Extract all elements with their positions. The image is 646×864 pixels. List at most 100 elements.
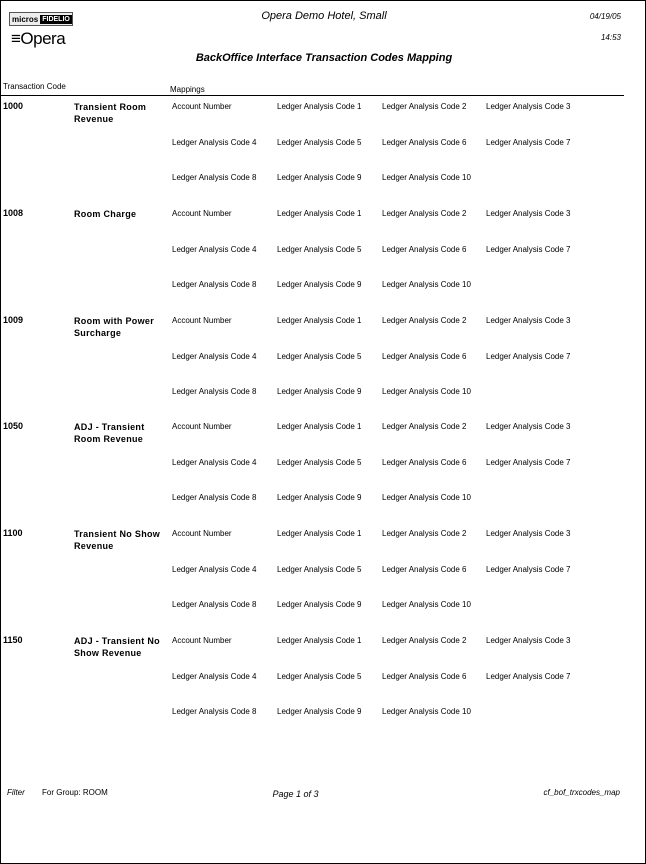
mapping-cell: Ledger Analysis Code 8 bbox=[172, 386, 257, 396]
mapping-cell: Ledger Analysis Code 6 bbox=[382, 458, 467, 468]
mapping-cell: Ledger Analysis Code 9 bbox=[277, 173, 362, 182]
mapping-cell: Ledger Analysis Code 1 bbox=[277, 636, 362, 645]
mapping-cell: Ledger Analysis Code 6 bbox=[382, 244, 467, 254]
mapping-cell: Ledger Analysis Code 3 bbox=[486, 636, 571, 645]
mapping-cell: Ledger Analysis Code 8 bbox=[172, 279, 257, 289]
mapping-cell: Ledger Analysis Code 6 bbox=[382, 138, 467, 147]
transaction-description: Room Charge bbox=[74, 208, 137, 219]
mapping-cell: Ledger Analysis Code 3 bbox=[486, 208, 571, 218]
mapping-cell: Ledger Analysis Code 6 bbox=[382, 351, 467, 361]
mapping-cell: Ledger Analysis Code 2 bbox=[382, 315, 467, 325]
mapping-cell: Ledger Analysis Code 1 bbox=[277, 208, 362, 218]
mapping-cell: Account Number bbox=[172, 208, 232, 218]
transaction-group: 1050 ADJ - Transient Room Revenue Account … bbox=[1, 421, 646, 528]
mapping-cell: Account Number bbox=[172, 102, 232, 111]
mapping-cell: Ledger Analysis Code 7 bbox=[486, 458, 571, 468]
mapping-cell: Account Number bbox=[172, 529, 232, 539]
column-header-code: Transaction Code bbox=[3, 82, 66, 91]
mapping-cell: Ledger Analysis Code 4 bbox=[172, 565, 257, 575]
footer-group-filter: For Group: ROOM bbox=[42, 788, 108, 797]
mapping-cell: Ledger Analysis Code 1 bbox=[277, 529, 362, 539]
transaction-description: Room with Power Surcharge bbox=[74, 315, 155, 338]
transaction-group: 1009 Room with Power Surcharge Account Num… bbox=[1, 315, 646, 422]
mapping-cell: Ledger Analysis Code 6 bbox=[382, 565, 467, 575]
mapping-cell: Ledger Analysis Code 5 bbox=[277, 244, 362, 254]
mapping-cell: Ledger Analysis Code 3 bbox=[486, 422, 571, 432]
page-number: Page 1 of 3 bbox=[272, 789, 319, 799]
mapping-cell: Ledger Analysis Code 4 bbox=[172, 351, 257, 361]
transaction-code: 1000 bbox=[3, 101, 24, 111]
mapping-cell: Ledger Analysis Code 7 bbox=[486, 565, 571, 575]
mapping-cell: Account Number bbox=[172, 315, 232, 325]
mapping-cell: Ledger Analysis Code 8 bbox=[172, 707, 257, 716]
mapping-cell: Ledger Analysis Code 5 bbox=[277, 458, 362, 468]
report-name: cf_bof_trxcodes_map bbox=[543, 788, 621, 797]
mapping-cell: Ledger Analysis Code 2 bbox=[382, 422, 467, 432]
mapping-cell: Ledger Analysis Code 10 bbox=[382, 279, 471, 289]
mapping-cell: Ledger Analysis Code 5 bbox=[277, 672, 362, 681]
hotel-name: Opera Demo Hotel, Small bbox=[261, 10, 387, 22]
mapping-cell: Ledger Analysis Code 9 bbox=[277, 493, 362, 503]
transaction-group: 1000 Transient Room Revenue Account Number… bbox=[1, 101, 646, 208]
logo-fidelio-text: FIDELIO bbox=[40, 14, 72, 24]
mapping-cell: Account Number bbox=[172, 422, 232, 432]
mapping-cell: Ledger Analysis Code 1 bbox=[277, 102, 362, 111]
mapping-cell: Ledger Analysis Code 8 bbox=[172, 493, 257, 503]
logo-micros-text: micros bbox=[12, 14, 39, 24]
mapping-cell: Ledger Analysis Code 4 bbox=[172, 672, 257, 681]
transaction-group: 1008 Room Charge Account Number Ledger Anal… bbox=[1, 208, 646, 315]
mapping-cell: Ledger Analysis Code 9 bbox=[277, 707, 362, 716]
mapping-cell: Ledger Analysis Code 9 bbox=[277, 386, 362, 396]
mapping-cell: Ledger Analysis Code 4 bbox=[172, 138, 257, 147]
mapping-cell: Ledger Analysis Code 9 bbox=[277, 279, 362, 289]
transaction-code: 1100 bbox=[3, 528, 23, 539]
mapping-cell: Ledger Analysis Code 2 bbox=[382, 529, 467, 539]
footer-filter-label: Filter bbox=[7, 788, 25, 797]
mapping-cell: Ledger Analysis Code 4 bbox=[172, 458, 257, 468]
mapping-cell: Ledger Analysis Code 1 bbox=[277, 315, 362, 325]
mapping-cell: Ledger Analysis Code 8 bbox=[172, 600, 257, 610]
mapping-cell: Ledger Analysis Code 5 bbox=[277, 565, 362, 575]
mapping-cell: Ledger Analysis Code 2 bbox=[382, 636, 467, 645]
report-time: 14:53 bbox=[600, 33, 621, 42]
mapping-cell: Ledger Analysis Code 7 bbox=[486, 138, 571, 147]
mapping-cell: Ledger Analysis Code 1 bbox=[277, 422, 362, 432]
report-title: BackOffice Interface Transaction Codes M… bbox=[195, 52, 453, 64]
transaction-description: ADJ - Transient Room Revenue bbox=[74, 422, 145, 445]
mapping-cell: Ledger Analysis Code 10 bbox=[382, 173, 471, 182]
mapping-cell: Ledger Analysis Code 2 bbox=[382, 102, 467, 111]
mapping-cell: Ledger Analysis Code 10 bbox=[382, 707, 471, 716]
mapping-cell: Ledger Analysis Code 5 bbox=[277, 351, 362, 361]
mapping-cell: Ledger Analysis Code 7 bbox=[486, 351, 571, 361]
transaction-group: 1150 ADJ - Transient No Show Revenue Accou… bbox=[1, 635, 646, 742]
mapping-cell: Ledger Analysis Code 4 bbox=[172, 244, 257, 254]
transaction-code: 1009 bbox=[3, 314, 24, 325]
opera-logo-icon: ≡ bbox=[11, 29, 21, 48]
transaction-code: 1008 bbox=[3, 207, 24, 218]
report-date: 04/19/05 bbox=[589, 12, 621, 21]
transaction-description: Transient No Show Revenue bbox=[74, 529, 161, 552]
mapping-cell: Ledger Analysis Code 3 bbox=[486, 315, 571, 325]
mapping-cell: Ledger Analysis Code 10 bbox=[382, 493, 471, 503]
transaction-code: 1150 bbox=[3, 635, 23, 645]
mapping-cell: Ledger Analysis Code 3 bbox=[486, 102, 571, 111]
opera-logo-text: Opera bbox=[20, 29, 66, 48]
mapping-cell: Ledger Analysis Code 2 bbox=[382, 208, 467, 218]
transaction-group: 1100 Transient No Show Revenue Account Num… bbox=[1, 528, 646, 635]
micros-fidelio-logo: micros FIDELIO bbox=[9, 12, 73, 26]
transaction-description: Transient Room Revenue bbox=[74, 102, 147, 124]
mapping-cell: Ledger Analysis Code 5 bbox=[277, 138, 362, 147]
mapping-cell: Ledger Analysis Code 8 bbox=[172, 173, 257, 182]
mapping-cell: Ledger Analysis Code 10 bbox=[382, 386, 471, 396]
transaction-code: 1050 bbox=[3, 421, 24, 432]
opera-logo: ≡Opera bbox=[11, 29, 66, 49]
transaction-description: ADJ - Transient No Show Revenue bbox=[74, 636, 160, 658]
mapping-cell: Ledger Analysis Code 7 bbox=[486, 672, 571, 681]
mapping-cell: Ledger Analysis Code 9 bbox=[277, 600, 362, 610]
column-header-mappings: Mappings bbox=[170, 85, 205, 94]
mapping-cell: Ledger Analysis Code 7 bbox=[486, 244, 571, 254]
mapping-cell: Ledger Analysis Code 10 bbox=[382, 600, 471, 610]
header-divider bbox=[1, 95, 624, 96]
mapping-cell: Account Number bbox=[172, 636, 232, 645]
